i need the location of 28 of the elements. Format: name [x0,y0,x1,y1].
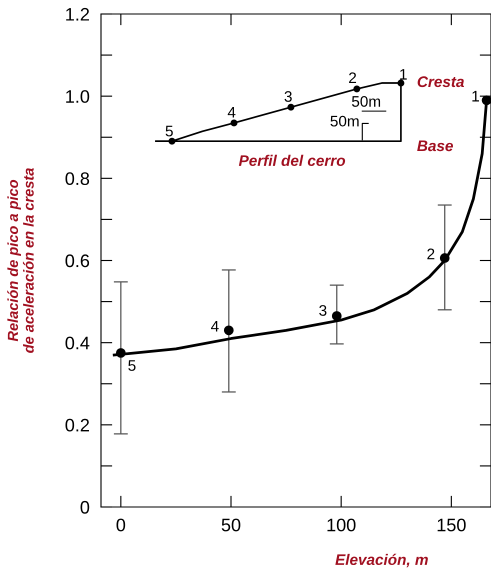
annotation: Perfil del cerro [238,154,346,166]
annotation: Base [417,140,453,152]
x-tick-label: 150 [438,518,466,532]
annotation: Cresta [418,76,464,88]
y-tick-label: 0 [80,500,90,514]
annotation: 5 [128,360,136,371]
annotation: 4 [211,321,219,332]
y-tick-label: 0.4 [65,336,90,350]
y-tick-label: 0.8 [65,172,90,186]
y-axis-title: Relación de pico a pico de aceleración en la cresta [7,168,34,353]
annotation: 2 [349,72,356,84]
y-tick-label: 1.2 [66,8,89,21]
annotation: 4 [228,107,236,118]
annotation: 3 [284,91,292,102]
x-axis-title: Elevación, m [335,554,428,568]
annotation: 50m [352,96,380,107]
annotation: 5 [166,126,173,136]
annotation: 2 [427,248,434,260]
y-tick-label: 0.6 [65,254,90,268]
annotation: 1 [400,69,407,80]
annotation: 3 [319,305,326,316]
x-tick-label: 0 [116,518,126,532]
x-tick-label: 100 [327,518,356,532]
annotation: 1 [472,90,479,102]
text: 1.0 [66,90,90,103]
y-tick-label: 0.2 [65,418,89,432]
annotation: 50m [330,116,359,127]
x-tick-label: 50 [222,518,240,532]
